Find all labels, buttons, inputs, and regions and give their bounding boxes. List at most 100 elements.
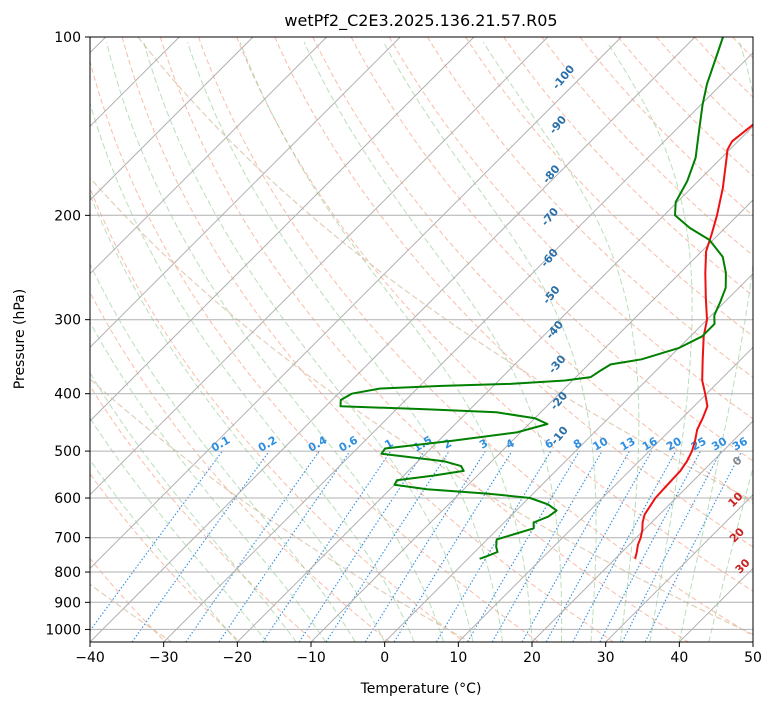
dry-adiabat-label: -40 bbox=[543, 318, 566, 342]
dry-adiabat-line bbox=[159, 37, 689, 642]
dry-adiabat-label: -70 bbox=[539, 205, 562, 229]
dry-adiabat-label: -90 bbox=[547, 113, 570, 137]
x-tick-label: −40 bbox=[75, 650, 105, 666]
isotherm-line bbox=[163, 51, 753, 642]
mixing-ratio-line bbox=[325, 450, 450, 642]
mixing-ratio-line bbox=[644, 450, 743, 642]
y-tick-label: 100 bbox=[54, 30, 81, 46]
moist-adiabat-line bbox=[678, 41, 753, 642]
moist-adiabat-line bbox=[303, 41, 563, 642]
moist-adiabat-line bbox=[90, 417, 268, 642]
dry-adiabat-line bbox=[90, 384, 316, 642]
mixing-ratio-line bbox=[185, 450, 320, 642]
isotherm-line bbox=[384, 272, 753, 642]
mixing-ratio-line bbox=[262, 450, 392, 642]
profile-series bbox=[339, 37, 753, 560]
y-tick-label: 300 bbox=[54, 313, 81, 329]
moist-adiabat-label: 30 bbox=[733, 556, 753, 576]
dry-adiabat-line bbox=[121, 37, 614, 642]
x-axis-label: Temperature (°C) bbox=[360, 681, 482, 697]
dry-adiabat-line bbox=[274, 37, 753, 548]
isotherm-line bbox=[752, 641, 753, 642]
plot-frame bbox=[89, 36, 754, 643]
dry-adiabat-line bbox=[388, 37, 753, 420]
grid-lines bbox=[90, 37, 753, 642]
x-tick-label: 30 bbox=[597, 650, 615, 666]
dry-adiabat-line bbox=[503, 37, 753, 297]
y-tick-label: 800 bbox=[54, 565, 81, 581]
mixing-ratio-line bbox=[435, 450, 552, 642]
y-tick-label: 600 bbox=[54, 491, 81, 507]
mixing-ratio-line bbox=[572, 450, 677, 642]
dry-adiabat-line bbox=[90, 291, 390, 642]
theta-e-line bbox=[90, 378, 471, 642]
dry-adiabat-label: -60 bbox=[538, 246, 561, 270]
mixing-ratio-label: 3 bbox=[477, 437, 490, 452]
mixing-ratio-line bbox=[90, 450, 223, 632]
y-tick-label: 700 bbox=[54, 531, 81, 547]
dry-adiabat-line bbox=[617, 37, 753, 177]
mixing-ratio-line bbox=[131, 450, 270, 642]
dry-adiabat-line bbox=[350, 37, 753, 462]
moist-adiabat-line bbox=[143, 41, 474, 642]
line-labels: 0.1 0.2 0.4 0.6 1 1.5 2 3 4 6 8 10 13 16 20 25 30 36-100-… bbox=[209, 62, 769, 604]
moist-adiabat-line bbox=[90, 101, 415, 642]
isotherm-line bbox=[90, 37, 475, 422]
mixing-ratio-label: 2 bbox=[441, 437, 454, 452]
dry-adiabat-label: -20 bbox=[548, 389, 571, 413]
y-tick-label: 200 bbox=[54, 208, 81, 224]
x-tick-label: −10 bbox=[296, 650, 326, 666]
dry-adiabat-line bbox=[312, 37, 753, 505]
mixing-ratio-line bbox=[621, 450, 722, 642]
theta-e-line bbox=[90, 176, 753, 636]
isotherm-line bbox=[90, 37, 328, 275]
isotherm-line bbox=[90, 37, 696, 642]
isotherm-line bbox=[531, 420, 753, 642]
y-axis-label: Pressure (hPa) bbox=[12, 289, 28, 389]
isotherm-line bbox=[457, 346, 753, 642]
y-tick-label: 500 bbox=[54, 444, 81, 460]
isotherm-line bbox=[236, 125, 753, 642]
isotherm-line bbox=[90, 37, 549, 496]
mixing-ratio-line bbox=[298, 450, 425, 642]
x-tick-label: 0 bbox=[380, 650, 389, 666]
mixing-ratio-line bbox=[599, 450, 701, 642]
isotherm-line bbox=[90, 37, 401, 349]
moist-adiabat-line bbox=[482, 41, 640, 642]
isotherm-line bbox=[310, 199, 753, 642]
mixing-ratio-line bbox=[393, 450, 513, 642]
moist-adiabat-line bbox=[382, 41, 597, 642]
mixing-ratio-line bbox=[218, 450, 351, 642]
moist-adiabat-label: 0 bbox=[730, 454, 745, 469]
mixing-ratio-label: 4 bbox=[504, 436, 517, 451]
moist-adiabat-label: 40 bbox=[749, 584, 769, 604]
y-tick-label: 1000 bbox=[45, 622, 81, 638]
isotherm-line bbox=[90, 37, 254, 201]
moist-adiabat-line bbox=[90, 263, 356, 642]
isotherm-line bbox=[605, 493, 753, 642]
dry-adiabat-line bbox=[771, 37, 775, 642]
x-tick-label: −20 bbox=[223, 650, 253, 666]
x-axis-ticks: −40 −30 −20 −10 0 10 20 30 40 50 bbox=[75, 642, 762, 666]
x-tick-label: 40 bbox=[670, 650, 688, 666]
moist-adiabat-line bbox=[90, 371, 297, 642]
background-lines bbox=[90, 37, 775, 642]
y-tick-label: 400 bbox=[54, 387, 81, 403]
x-tick-label: −30 bbox=[149, 650, 179, 666]
dry-adiabat-line bbox=[656, 37, 753, 138]
dry-adiabat-line bbox=[541, 37, 753, 257]
moist-adiabat-line bbox=[606, 41, 693, 642]
mixing-ratio-line bbox=[521, 450, 630, 642]
isotherm-line bbox=[90, 37, 622, 570]
moist-adiabat-line bbox=[90, 321, 327, 642]
moist-adiabat-label: 20 bbox=[727, 525, 747, 545]
dry-adiabat-line bbox=[694, 37, 753, 98]
y-tick-label: 900 bbox=[54, 595, 81, 611]
x-tick-label: 10 bbox=[449, 650, 467, 666]
moist-adiabat-line bbox=[90, 193, 386, 642]
mixing-ratio-line bbox=[364, 450, 486, 642]
moist-adiabat-line bbox=[239, 41, 533, 642]
moist-adiabat-line bbox=[90, 459, 238, 642]
dry-adiabat-label: -30 bbox=[546, 352, 569, 376]
